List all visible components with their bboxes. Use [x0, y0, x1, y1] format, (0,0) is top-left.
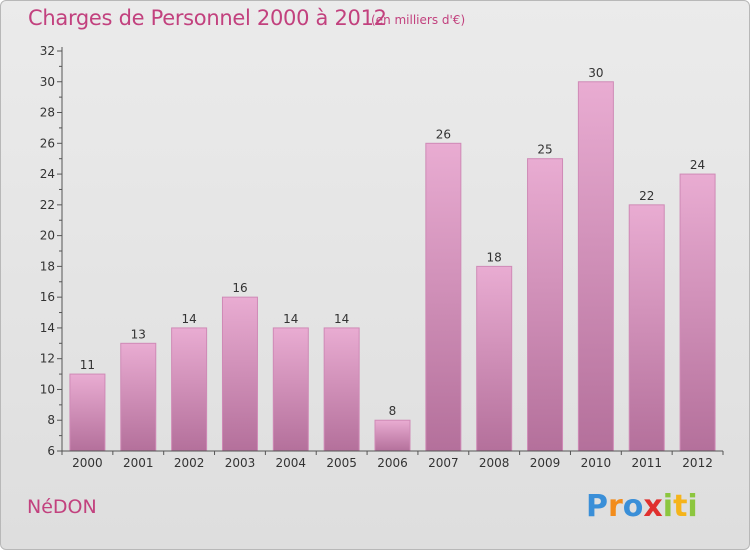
data-label: 22: [639, 189, 654, 203]
logo-letter: o: [622, 489, 644, 524]
axes-group: 6 8 10 12 14 16 18 20 22 24 26 28 30 32 2000 2001 2002 20…: [40, 44, 724, 470]
bar: [221, 296, 258, 452]
y-tick-label: 14: [40, 321, 55, 335]
data-label: 8: [389, 404, 397, 418]
logo-letter: x: [643, 489, 663, 524]
y-tick-label: 10: [40, 382, 55, 396]
bar: [120, 342, 157, 452]
logo-letter: r: [608, 489, 623, 524]
bar: [527, 158, 564, 452]
data-label: 24: [690, 158, 705, 172]
y-tick-label: 22: [40, 198, 55, 212]
data-label: 18: [487, 250, 502, 264]
x-tick-label: 2002: [174, 456, 205, 470]
bar: [272, 327, 309, 452]
data-label: 13: [131, 327, 146, 341]
x-tick-label: 2006: [377, 456, 408, 470]
chart-title: Charges de Personnel 2000 à 2012: [28, 6, 387, 30]
x-tick-label: 2003: [225, 456, 256, 470]
bar: [69, 373, 106, 452]
y-tick-label: 24: [40, 167, 55, 181]
data-label: 14: [283, 312, 298, 326]
x-tick-label: 2010: [581, 456, 612, 470]
bars-group: [69, 81, 716, 452]
data-label: 16: [232, 281, 247, 295]
x-tick-label: 2011: [631, 456, 662, 470]
bar: [628, 204, 665, 452]
data-label: 11: [80, 358, 95, 372]
data-label: 14: [181, 312, 196, 326]
bar: [425, 142, 462, 452]
bar: [476, 265, 513, 452]
chart-unit: (en milliers d'€): [371, 13, 466, 27]
logo-letter: i: [662, 489, 674, 524]
bar: [679, 173, 716, 452]
bar: [577, 81, 614, 452]
bar: [374, 419, 411, 452]
y-tick-label: 32: [40, 44, 55, 58]
y-tick-label: 16: [40, 290, 55, 304]
data-label: 30: [588, 66, 603, 80]
y-tick-label: 20: [40, 229, 55, 243]
x-tick-label: 2008: [479, 456, 510, 470]
y-tick-label: 30: [40, 75, 55, 89]
data-label: 25: [537, 143, 552, 157]
logo-letter: P: [586, 489, 608, 524]
y-tick-label: 8: [47, 413, 55, 427]
logo-letter: i: [687, 489, 698, 524]
x-tick-label: 2004: [276, 456, 307, 470]
x-tick-label: 2000: [72, 456, 103, 470]
data-label: 14: [334, 312, 349, 326]
proxiti-logo: Proxiti: [586, 489, 698, 524]
x-tick-label: 2005: [326, 456, 357, 470]
y-tick-label: 28: [40, 106, 55, 120]
x-tick-label: 2007: [428, 456, 459, 470]
x-tick-label: 2009: [530, 456, 561, 470]
logo-letter: t: [673, 489, 688, 524]
y-tick-label: 6: [47, 444, 55, 458]
bar: [171, 327, 208, 452]
data-label: 26: [436, 127, 451, 141]
bar: [323, 327, 360, 452]
labels-group: 11 13 14 16 14 14 8 26 18 25 30 22 24: [80, 66, 705, 418]
y-tick-label: 12: [40, 352, 55, 366]
x-tick-label: 2012: [682, 456, 713, 470]
commune-name: NéDON: [27, 496, 97, 518]
y-tick-label: 18: [40, 259, 55, 273]
x-tick-label: 2001: [123, 456, 154, 470]
y-tick-label: 26: [40, 136, 55, 150]
